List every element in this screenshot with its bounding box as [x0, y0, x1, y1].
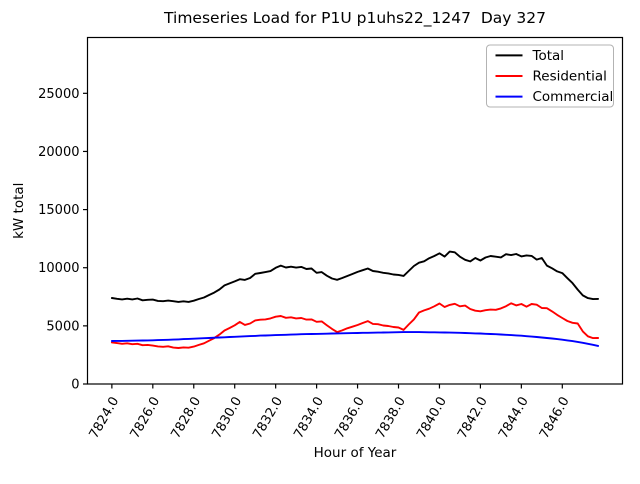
x-tick-label: 7840.0	[414, 395, 450, 442]
series-line-commercial	[110, 331, 600, 347]
legend-label-residential: Residential	[533, 69, 607, 85]
series-line-residential	[110, 302, 600, 349]
x-tick-label: 7828.0	[168, 395, 204, 442]
legend-label-commercial: Commercial	[533, 89, 614, 105]
y-tick-label: 15000	[38, 203, 79, 218]
y-tick-label: 20000	[38, 145, 79, 160]
x-tick-label: 7824.0	[87, 395, 123, 442]
x-tick-label: 7844.0	[496, 395, 532, 442]
x-axis-label: Hour of Year	[314, 445, 397, 461]
x-tick-label: 7834.0	[291, 395, 327, 442]
series-lines	[110, 250, 600, 349]
x-tick-label: 7832.0	[250, 395, 286, 442]
x-axis-ticks: 7824.0 7826.0 7828.0 7830.0 7832.0 7834.0 7836…	[87, 384, 573, 441]
x-tick-label: 7836.0	[332, 395, 368, 442]
series-line-total	[110, 250, 600, 303]
axes-spines	[86, 36, 624, 385]
legend-box	[486, 44, 614, 108]
y-tick-label: 5000	[46, 319, 79, 334]
y-axis-label: kW total	[11, 183, 27, 239]
y-tick-label: 10000	[38, 261, 79, 276]
chart-title: Timeseries Load for P1U p1uhs22_1247 Day…	[163, 9, 546, 28]
x-tick-label: 7826.0	[128, 395, 164, 442]
x-tick-label: 7830.0	[209, 395, 245, 442]
x-tick-label: 7842.0	[455, 395, 491, 442]
legend-label-total: Total	[532, 48, 565, 64]
y-tick-label: 25000	[38, 87, 79, 102]
y-axis-ticks: 0 5000 10000 15000 20000 25000	[38, 87, 88, 393]
legend: Total Residential Commercial	[486, 44, 614, 108]
x-tick-label: 7838.0	[373, 395, 409, 442]
y-tick-label: 0	[71, 378, 79, 393]
x-tick-label: 7846.0	[537, 395, 573, 442]
